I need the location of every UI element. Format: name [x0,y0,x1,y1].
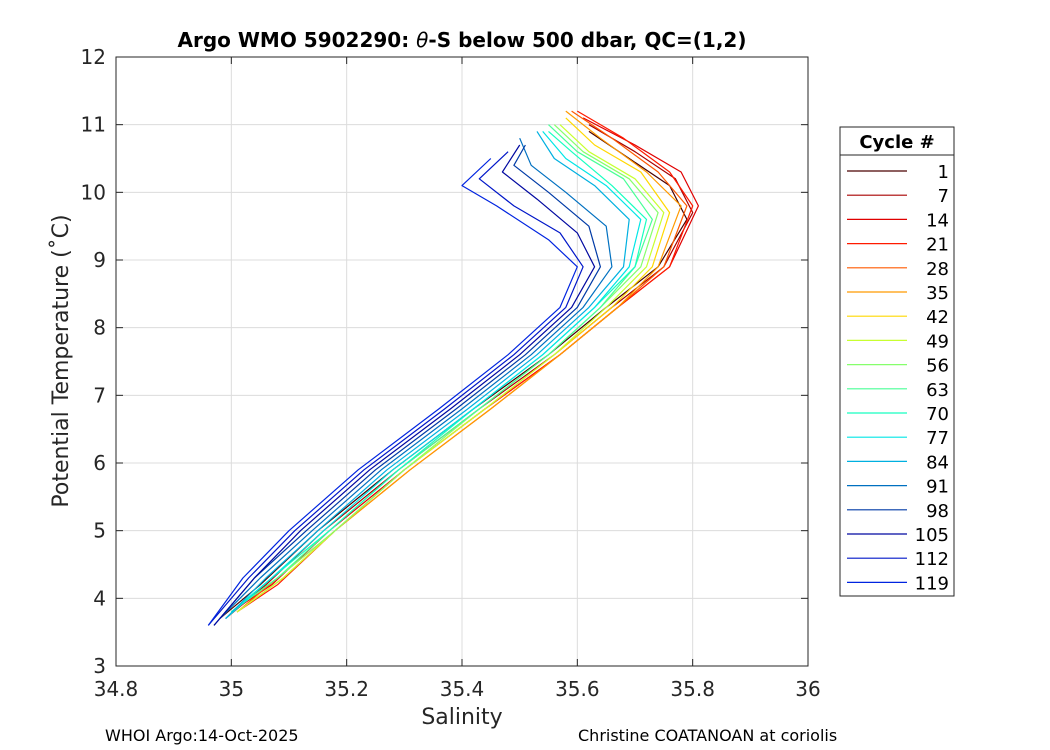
y-tick-label: 11 [81,113,106,137]
y-tick-label: 12 [81,45,106,69]
legend-box [839,126,955,597]
footer-right: Christine COATANOAN at coriolis [578,726,838,745]
legend-label-84: 84 [926,452,949,473]
legend-label-14: 14 [926,210,949,231]
y-tick-label: 8 [93,316,106,340]
x-axis-label: Salinity [421,705,502,730]
legend-label-56: 56 [926,356,949,377]
legend: Cycle # 17142128354249566370778491981051… [839,126,955,597]
y-axis-label: Potential Temperature (˚C) [49,214,74,507]
y-axis-ticks: 3 4 5 6 7 8 9 10 11 12 [81,45,808,678]
x-tick-label: 35.2 [324,677,369,701]
footer-left: WHOI Argo:14-Oct-2025 [105,726,299,745]
series-line-cycle-49 [236,124,665,613]
legend-label-63: 63 [926,380,949,401]
y-tick-label: 10 [81,180,106,204]
legend-label-42: 42 [926,307,949,328]
legend-label-21: 21 [926,235,949,256]
x-tick-label: 35 [219,677,244,701]
legend-label-98: 98 [926,501,949,522]
x-tick-label: 35.8 [670,677,715,701]
y-tick-label: 7 [93,383,106,407]
legend-label-105: 105 [915,525,949,546]
series-line-cycle-119 [207,158,578,626]
legend-label-77: 77 [926,428,949,449]
chart-title-part-2: -S below 500 dbar, QC=(1,2) [428,28,746,52]
series-line-cycle-91 [219,137,613,620]
legend-label-70: 70 [926,404,949,425]
legend-label-28: 28 [926,259,949,280]
y-tick-label: 4 [93,586,106,610]
series-lines [207,110,700,626]
y-tick-label: 9 [93,248,106,272]
y-tick-label: 3 [93,654,106,678]
x-tick-label: 36 [795,677,820,701]
x-tick-label: 35.4 [440,677,485,701]
chart-title-theta: θ [416,28,428,52]
series-line-cycle-77 [225,131,642,620]
x-tick-label: 34.8 [94,677,139,701]
series-line-cycle-63 [230,124,653,613]
chart-title-part-1: Argo WMO 5902290: [178,28,417,52]
x-tick-label: 35.6 [555,677,600,701]
legend-label-91: 91 [926,477,949,498]
legend-label-119: 119 [915,573,949,594]
legend-label-49: 49 [926,331,949,352]
x-axis-ticks: 34.8 35 35.2 35.4 35.6 35.8 36 [94,57,821,701]
y-tick-label: 6 [93,451,106,475]
series-line-cycle-112 [207,151,584,626]
y-tick-label: 5 [93,519,106,543]
legend-label-7: 7 [938,186,949,207]
series-line-cycle-98 [213,144,602,626]
legend-title: Cycle # [859,132,934,153]
legend-entries: 1 7 14 21 28 35 42 49 56 63 70 77 84 91 98 105 112 119 [847,162,949,594]
series-line-cycle-84 [225,131,630,620]
legend-label-1: 1 [938,162,949,183]
legend-label-35: 35 [926,283,949,304]
legend-label-112: 112 [915,549,949,570]
chart-title: Argo WMO 5902290: θ-S below 500 dbar, QC… [178,28,747,52]
series-line-cycle-105 [213,144,596,626]
grid-lines [116,57,808,666]
